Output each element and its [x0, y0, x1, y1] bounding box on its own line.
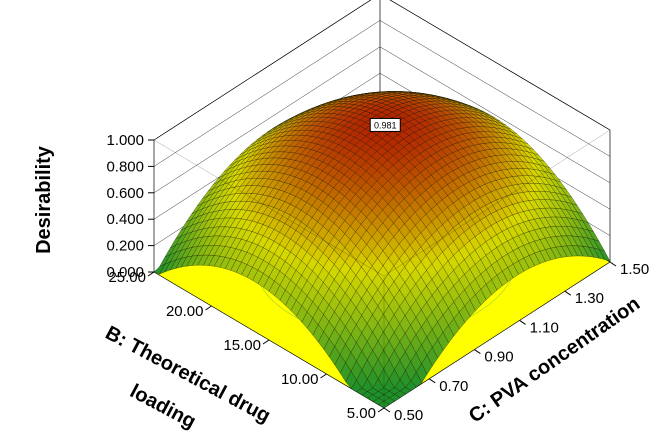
c-tick-mark: [428, 378, 436, 384]
c-tick-mark: [609, 261, 617, 267]
max-annotation-label: 0.981: [374, 120, 397, 130]
z-tick-label: 0.800: [106, 158, 144, 175]
b-tick-label: 5.00: [347, 405, 376, 422]
b-tick-mark: [320, 373, 327, 379]
wall-gridline: [153, 46, 611, 193]
c-tick-mark: [564, 290, 572, 296]
box-edge-front: [383, 129, 611, 277]
z-axis-title: Desirability: [33, 145, 55, 254]
z-tick-label: 0.400: [106, 211, 144, 228]
b-axis-title-line2: loading: [126, 380, 199, 433]
axis-ticks: 0.000 0.200 0.400 0.600 0.800 1.000 5.00 10.00 1…: [106, 132, 649, 424]
z-tick-label: 0.000: [106, 264, 144, 281]
b-tick-label: 25.00: [108, 269, 146, 286]
c-tick-label: 0.70: [439, 378, 468, 395]
z-tick-label: 1.000: [106, 132, 144, 149]
z-tick-label: 0.200: [106, 238, 144, 255]
front-box-lines: [153, 129, 611, 408]
c-tick-label: 0.90: [484, 349, 513, 366]
b-tick-mark: [205, 305, 212, 311]
b-tick-label: 20.00: [166, 303, 204, 320]
box-edge-front: [153, 139, 385, 277]
c-tick-mark: [383, 407, 391, 413]
b-tick-label: 15.00: [223, 337, 261, 354]
surface-cell: [378, 401, 390, 409]
c-tick-label: 0.50: [394, 407, 423, 424]
c-tick-mark: [474, 349, 481, 355]
b-tick-mark: [147, 271, 155, 277]
wall-gridline: [153, 0, 611, 141]
c-tick-label: 1.50: [620, 261, 649, 278]
b-tick-mark: [262, 339, 270, 345]
max-annotation: 0.981: [369, 117, 401, 132]
b-tick-label: 10.00: [281, 371, 319, 388]
c-tick-mark: [519, 319, 526, 325]
b-tick-mark: [377, 407, 385, 413]
max-annotation-box: [369, 117, 401, 132]
response-surface: [153, 91, 611, 409]
wall-gridline: [153, 20, 611, 167]
c-tick-label: 1.30: [575, 290, 604, 307]
c-tick-label: 1.10: [530, 319, 559, 336]
z-tick-label: 0.600: [106, 185, 144, 202]
